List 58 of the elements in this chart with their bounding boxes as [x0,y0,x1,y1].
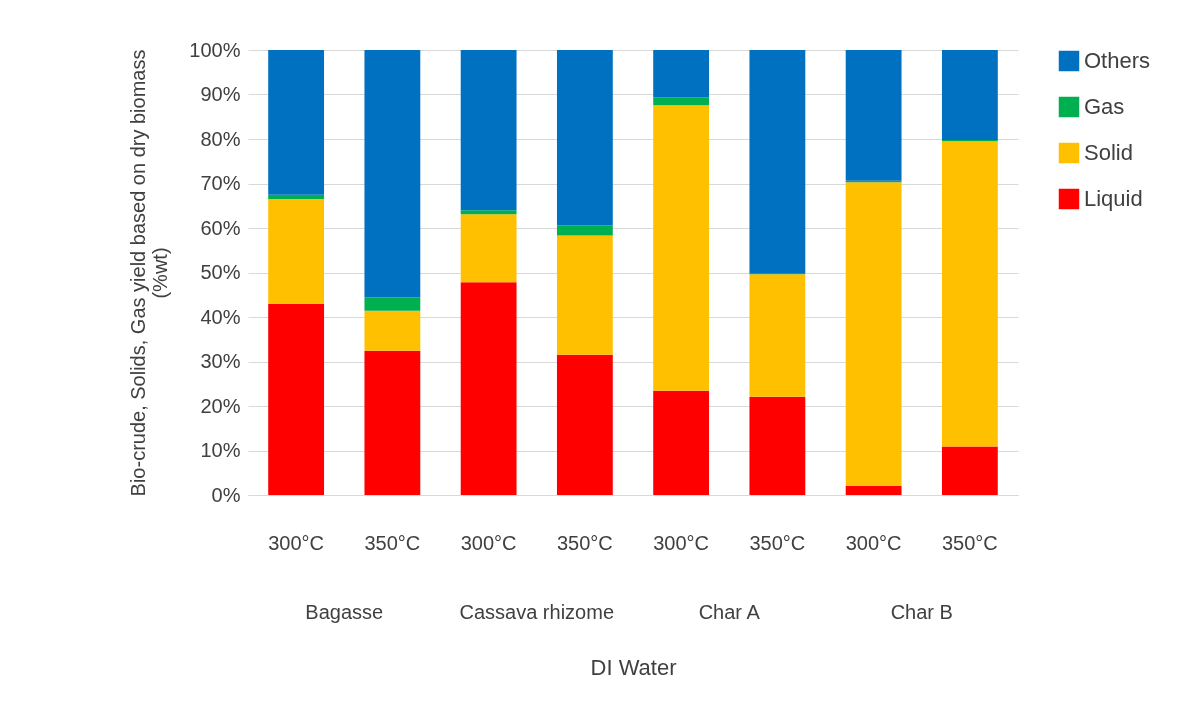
x-tick-label: 350°C [941,531,998,554]
legend-label: Solid [1084,140,1133,165]
y-axis-title: Bio-crude, Solids, Gas yield based on dry biomass (%wt) [127,49,172,497]
bar [941,141,998,447]
y-tick-label: 80% [200,127,241,150]
bar [653,97,710,106]
y-tick-label: 0% [211,483,241,506]
bar [268,303,325,495]
y-tick-label: 20% [200,394,241,417]
legend-label: Others [1084,48,1151,73]
text: Char B [890,601,953,623]
bar [653,50,710,98]
bar [460,50,517,211]
x-tick-label: 350°C [364,531,421,554]
bar [749,396,806,495]
text: Bagasse [305,601,384,623]
y-tick-label: 40% [200,305,241,328]
bar [749,50,806,273]
x-tick-label: 300°C [268,531,325,554]
y-tick-label: 60% [200,216,241,239]
x-tick-label: 300°C [653,531,710,554]
text: Cassava rhizome [459,601,615,623]
y-tick-label: 100% [189,38,241,61]
bar [268,50,325,195]
bar [556,50,613,226]
bar [364,50,421,298]
bar [653,105,710,391]
y-tick-label: 90% [200,83,241,105]
x-tick-label: 300°C [460,531,517,554]
bar [749,274,806,397]
y-tick-label: 10% [200,439,241,461]
bar [845,182,902,486]
x-tick-label: 350°C [749,531,806,554]
x-tick-label: 350°C [556,531,613,554]
bar [845,485,902,495]
bar [460,214,517,283]
bar [364,297,421,311]
bar [460,210,517,215]
x-axis-title: DI Water [590,654,677,680]
legend-label: Liquid [1084,186,1143,211]
x-tick-label: 300°C [845,531,902,554]
bar [364,310,421,351]
legend-label: Gas [1084,94,1125,119]
bar [845,50,902,181]
y-tick-label: 70% [200,172,241,194]
bar [556,225,613,236]
bar [268,199,325,304]
bar [556,235,613,355]
bar [653,390,710,495]
bar [941,50,998,140]
bar [460,282,517,495]
bar [364,350,421,495]
bar [556,354,613,495]
y-tick-label: 30% [200,350,241,372]
bar [941,446,998,495]
bar [268,194,325,200]
y-tick-label: 50% [200,261,241,283]
text: Char A [698,601,761,623]
